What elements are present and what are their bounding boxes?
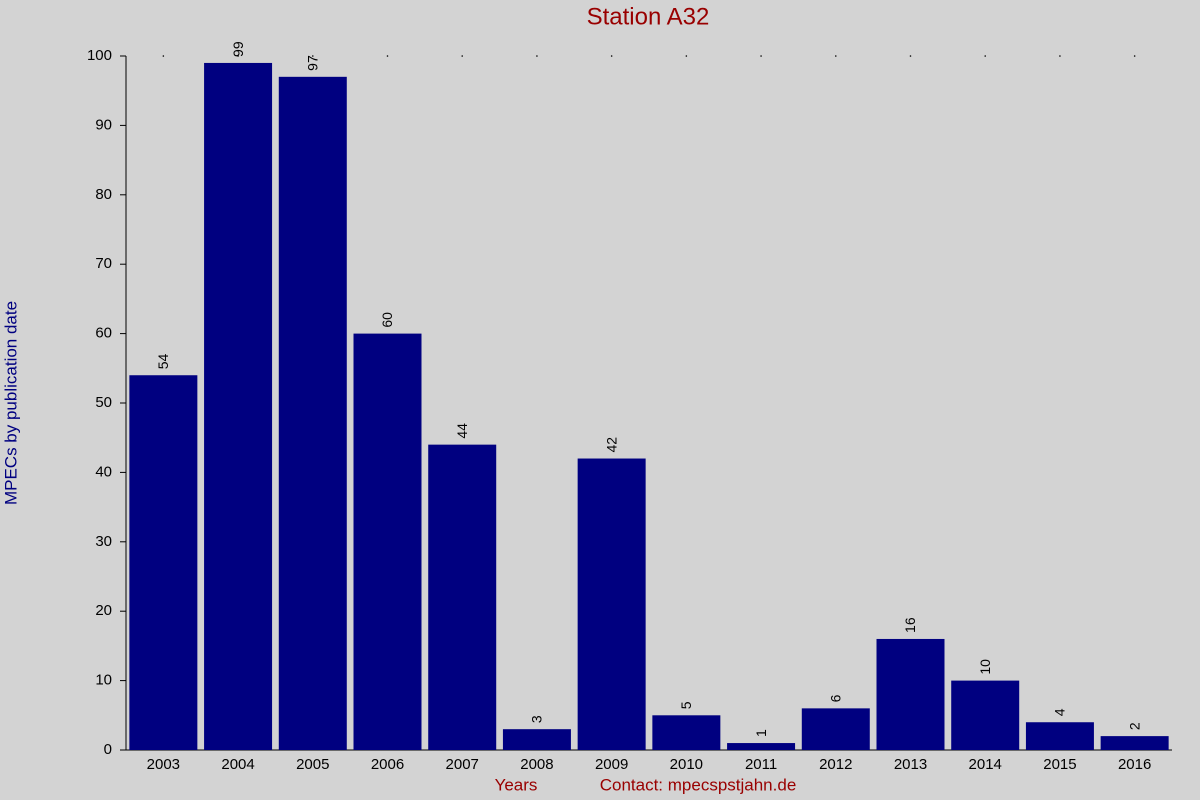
x-tick-label: 2010 xyxy=(670,756,703,773)
top-tick-dot xyxy=(685,55,688,57)
y-tick-label: 80 xyxy=(95,186,112,203)
top-tick-dot xyxy=(162,55,165,57)
bar xyxy=(1100,736,1169,750)
x-tick-label: 2008 xyxy=(520,756,553,773)
value-label: 5 xyxy=(678,701,694,709)
y-tick-label: 10 xyxy=(95,672,112,689)
x-tick-label: 2009 xyxy=(595,756,628,773)
x-tick-label: 2016 xyxy=(1118,756,1151,773)
top-tick-dot xyxy=(760,55,762,57)
y-tick-label: 20 xyxy=(95,602,112,619)
bar xyxy=(353,333,422,750)
bar xyxy=(1025,722,1094,750)
value-label: 44 xyxy=(454,423,470,439)
value-label: 10 xyxy=(977,659,993,675)
y-tick-label: 40 xyxy=(95,463,112,480)
value-label: 4 xyxy=(1052,708,1068,716)
y-tick-label: 50 xyxy=(95,394,112,411)
top-tick-dot xyxy=(610,55,613,57)
top-tick-dot xyxy=(386,55,389,57)
x-tick-label: 2005 xyxy=(296,756,329,773)
value-label: 42 xyxy=(603,437,619,453)
top-tick-dot xyxy=(909,55,912,57)
x-tick-label: 2011 xyxy=(745,756,777,773)
value-label: 6 xyxy=(827,694,843,702)
top-tick-dot xyxy=(536,55,538,57)
value-label: 97 xyxy=(304,55,320,71)
bar xyxy=(428,444,497,750)
top-tick-dot xyxy=(237,55,239,57)
top-tick-dot xyxy=(461,55,464,57)
value-label: 54 xyxy=(155,353,171,369)
x-tick-label: 2014 xyxy=(969,756,1002,773)
y-tick-label: 100 xyxy=(87,47,112,64)
top-tick-dot xyxy=(1059,55,1061,57)
bar xyxy=(876,638,945,750)
value-label: 3 xyxy=(529,715,545,723)
bar xyxy=(801,708,870,750)
value-label: 60 xyxy=(379,312,395,328)
x-tick-label: 2003 xyxy=(147,756,180,773)
top-tick-dot xyxy=(834,55,837,57)
x-tick-label: 2006 xyxy=(371,756,404,773)
x-axis-label: Years xyxy=(495,775,538,794)
bar xyxy=(502,729,571,750)
x-tick-label: 2013 xyxy=(894,756,927,773)
bar xyxy=(652,715,721,750)
bar xyxy=(577,458,646,750)
bar xyxy=(129,375,198,750)
y-tick-label: 90 xyxy=(95,116,112,133)
x-tick-label: 2012 xyxy=(819,756,852,773)
top-tick-dot xyxy=(311,55,314,57)
x-tick-label: 2004 xyxy=(221,756,254,773)
bar xyxy=(278,76,347,750)
y-tick-label: 70 xyxy=(95,255,112,272)
value-label: 99 xyxy=(230,41,246,57)
bar xyxy=(727,743,796,750)
top-tick-dot xyxy=(984,55,987,57)
x-tick-label: 2015 xyxy=(1043,756,1076,773)
annotation: Contact: mpecspstjahn.de xyxy=(600,775,797,794)
y-tick-label: 30 xyxy=(95,533,112,550)
y-tick-label: 60 xyxy=(95,325,112,342)
y-axis-label: MPECs by publication date xyxy=(1,301,20,505)
chart-title: Station A32 xyxy=(587,3,710,30)
value-label: 16 xyxy=(902,617,918,633)
x-tick-label: 2007 xyxy=(446,756,479,773)
top-tick-dot xyxy=(1133,55,1136,57)
value-label: 2 xyxy=(1126,722,1142,730)
bar xyxy=(204,62,273,750)
value-label: 1 xyxy=(753,729,769,737)
bar xyxy=(951,680,1020,750)
y-tick-label: 0 xyxy=(104,741,112,758)
